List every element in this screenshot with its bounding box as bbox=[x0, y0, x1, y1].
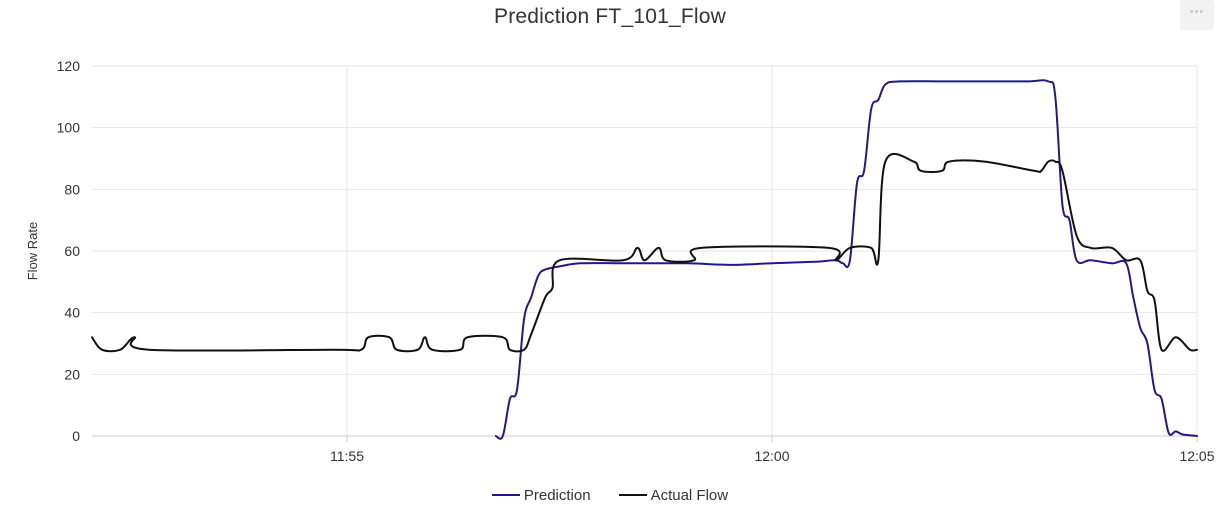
legend-item-prediction[interactable]: Prediction bbox=[491, 487, 591, 504]
y-tick-label: 40 bbox=[64, 305, 80, 321]
legend: Prediction Actual Flow bbox=[0, 487, 1220, 504]
y-tick-label: 0 bbox=[72, 428, 80, 444]
ellipsis-icon: ••• bbox=[1189, 6, 1205, 18]
series-line-prediction bbox=[494, 79, 1198, 440]
chart-title: Prediction FT_101_Flow bbox=[493, 5, 726, 28]
y-tick-label: 120 bbox=[57, 58, 81, 74]
x-tick-label: 12:00 bbox=[754, 448, 789, 464]
grid bbox=[92, 65, 1198, 436]
x-tick-label: 11:55 bbox=[330, 448, 364, 464]
y-tick-label: 80 bbox=[64, 181, 80, 197]
series-lines bbox=[91, 79, 1198, 440]
legend-item-actual-flow[interactable]: Actual Flow bbox=[618, 487, 729, 504]
y-tick-label: 20 bbox=[64, 366, 80, 382]
x-tick-label: 12:05 bbox=[1179, 448, 1214, 464]
axis-labels: 0 20 40 60 80 100 120 11:55 12:00 12:05 Flow Rate bbox=[25, 58, 1215, 464]
chart-menu-button[interactable]: ••• bbox=[1180, 0, 1214, 30]
series-line-actual-flow bbox=[91, 152, 1198, 353]
y-tick-label: 100 bbox=[57, 120, 81, 136]
line-chart: 0 20 40 60 80 100 120 11:55 12:00 12:05 Flow Rate bbox=[25, 58, 1215, 464]
y-tick-label: 60 bbox=[64, 243, 80, 259]
legend-swatch bbox=[491, 494, 520, 497]
axes bbox=[92, 435, 1198, 442]
legend-swatch bbox=[618, 494, 647, 497]
y-axis-title: Flow Rate bbox=[25, 222, 40, 281]
legend-label: Actual Flow bbox=[650, 487, 729, 504]
legend-label: Prediction bbox=[523, 487, 591, 504]
